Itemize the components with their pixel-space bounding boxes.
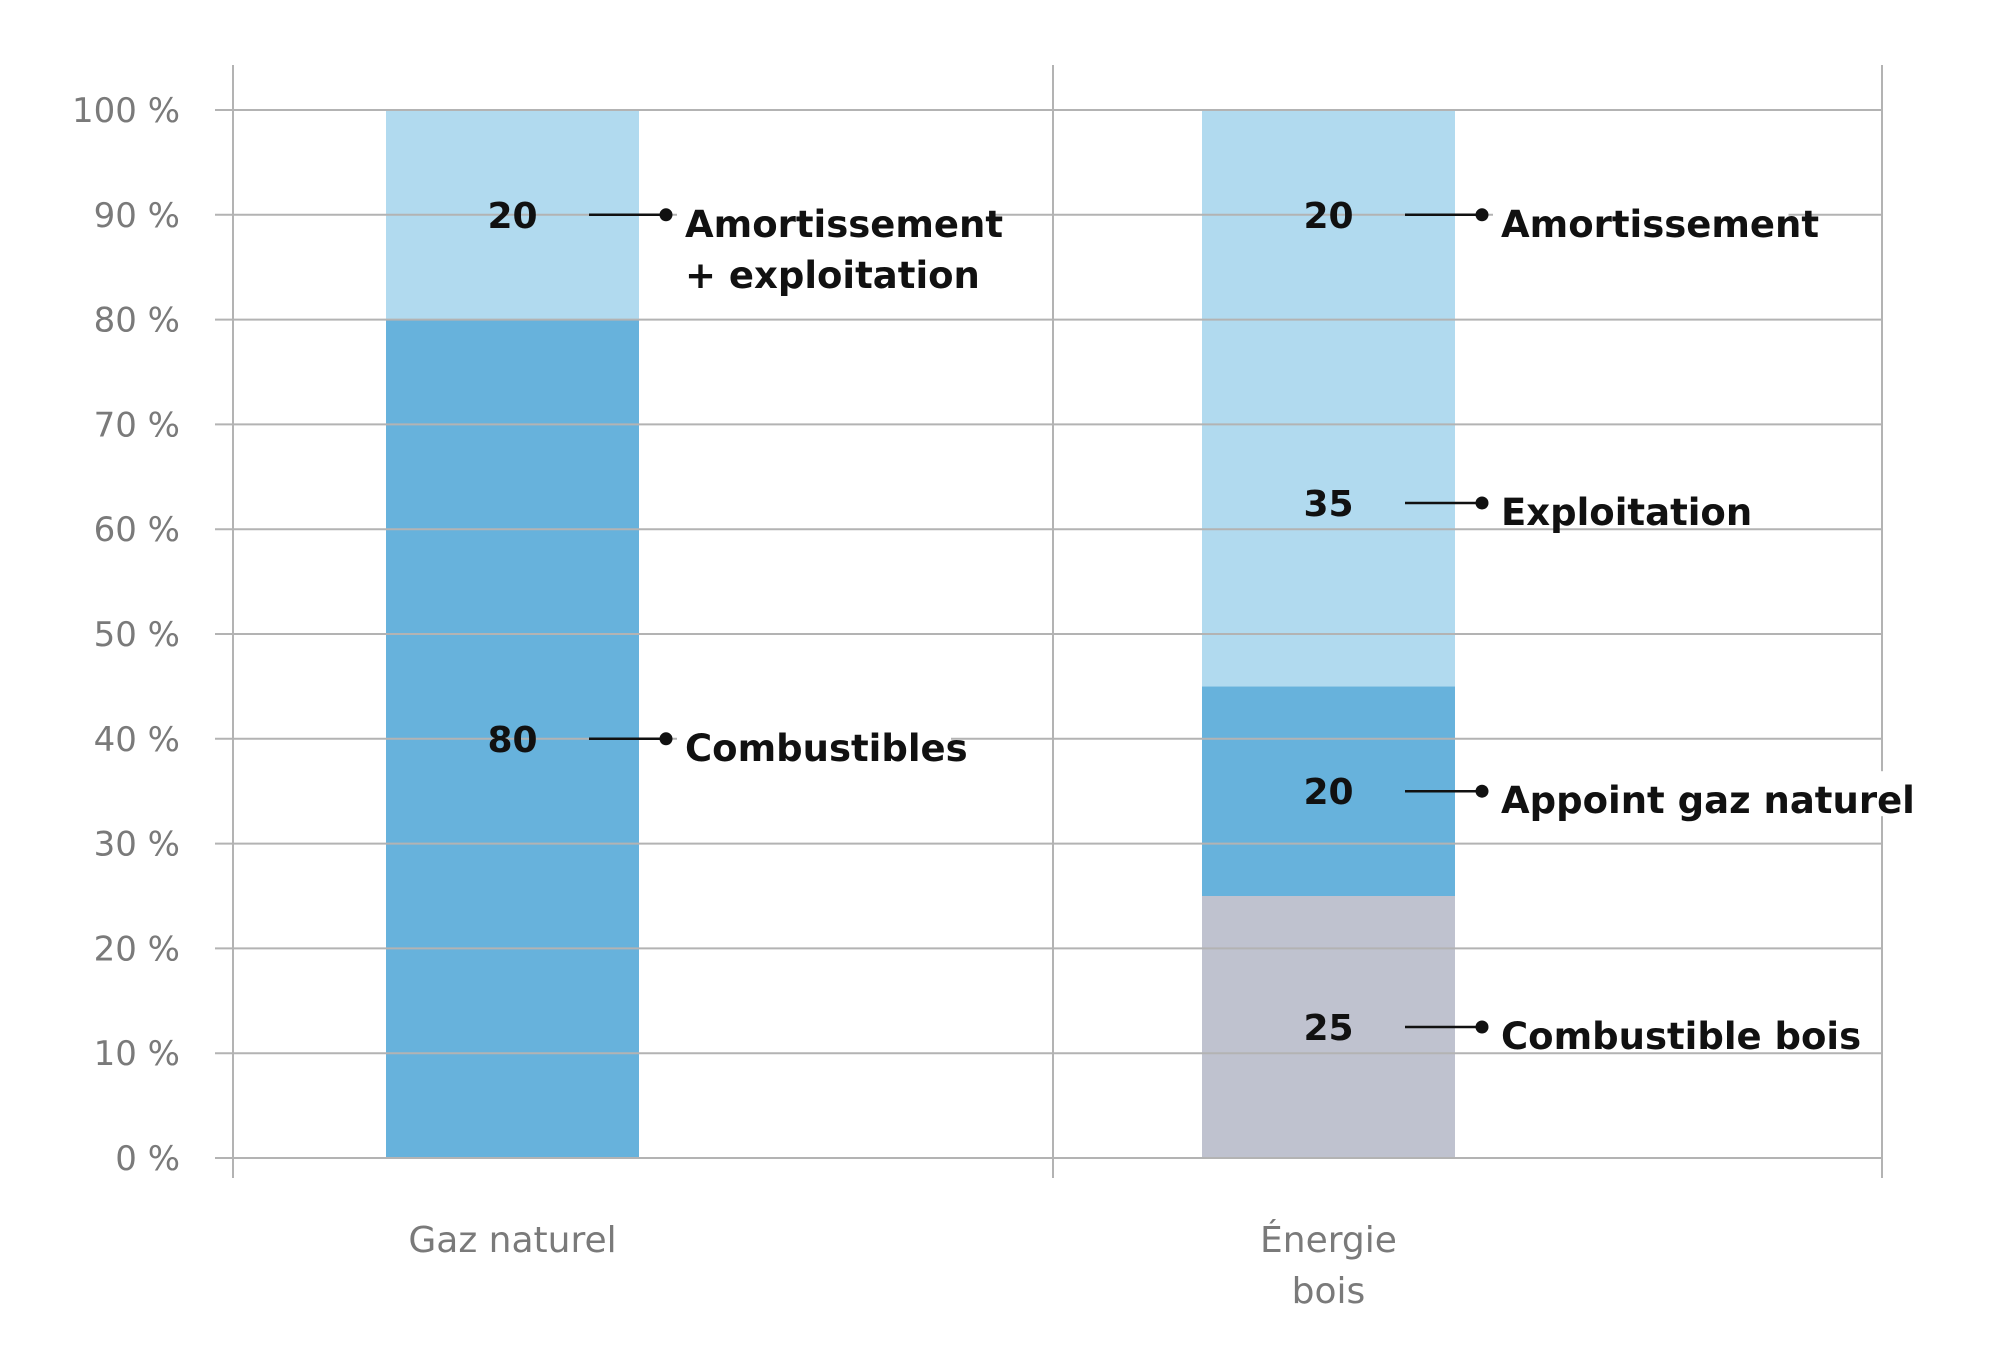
annotation-background — [677, 718, 951, 764]
leader-dot — [1475, 1020, 1489, 1034]
leader-dot — [1475, 784, 1489, 798]
y-tick-label: 20 % — [94, 929, 180, 969]
annotation-label: Appoint gaz naturel — [1501, 779, 1915, 822]
y-tick-label: 60 % — [94, 510, 180, 550]
annotation-background — [677, 194, 994, 291]
annotation-background — [1493, 194, 1789, 240]
data-label: 80 — [487, 720, 537, 761]
y-tick-label: 90 % — [94, 196, 180, 236]
annotation-label: + exploitation — [685, 254, 980, 297]
leader-dot — [1475, 208, 1489, 222]
annotation-label: Exploitation — [1501, 491, 1752, 534]
annotation-background — [1493, 771, 1918, 817]
y-tick-label: 30 % — [94, 825, 180, 865]
x-category-label: Gaz naturel — [408, 1220, 616, 1261]
y-tick-label: 40 % — [94, 720, 180, 760]
y-tick-label: 70 % — [94, 405, 180, 445]
leader-dot — [659, 732, 673, 746]
y-tick-label: 50 % — [94, 615, 180, 655]
annotation-label: Amortissement — [1501, 203, 1819, 246]
x-category-label: bois — [1292, 1271, 1366, 1312]
y-tick-label: 80 % — [94, 301, 180, 341]
leader-dot — [1475, 496, 1489, 510]
y-tick-label: 10 % — [94, 1034, 180, 1074]
annotation-label: Amortissement — [685, 203, 1003, 246]
x-category-label: Énergie — [1260, 1219, 1397, 1261]
annotation-label: Combustibles — [685, 727, 968, 770]
leader-dot — [659, 208, 673, 222]
data-label: 20 — [1303, 196, 1353, 237]
data-label: 35 — [1303, 484, 1353, 525]
annotation-background — [1493, 483, 1767, 528]
y-tick-label: 100 % — [72, 91, 180, 131]
data-label: 25 — [1303, 1008, 1353, 1049]
annotation-background — [1493, 1007, 1853, 1052]
data-label: 20 — [1303, 772, 1353, 813]
data-label: 20 — [487, 196, 537, 237]
annotation-label: Combustible bois — [1501, 1015, 1861, 1058]
y-tick-label: 0 % — [115, 1139, 180, 1179]
